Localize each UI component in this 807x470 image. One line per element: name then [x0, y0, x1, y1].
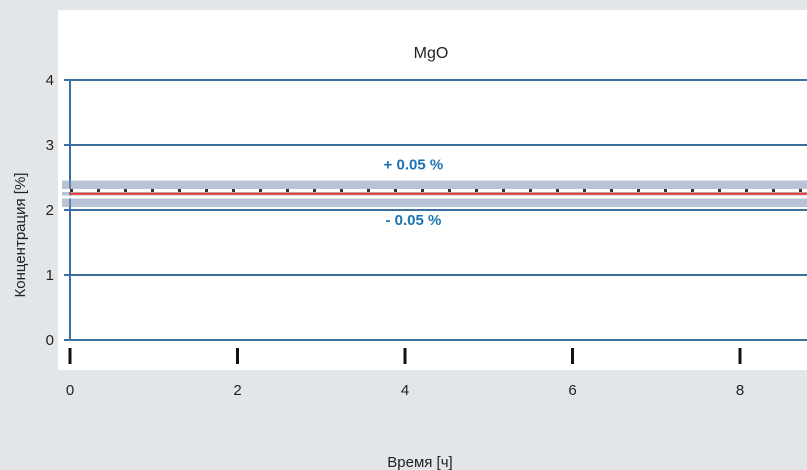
- y-tick-label: 3: [46, 137, 54, 154]
- x-axis-title: Время [ч]: [387, 454, 452, 470]
- y-tick-label: 1: [46, 267, 54, 284]
- x-tick-label: 2: [233, 382, 241, 399]
- annotation-layer: + 0.05 % - 0.05 %: [384, 157, 444, 229]
- y-tick-label: 4: [46, 72, 54, 89]
- x-tick-label: 4: [401, 382, 409, 399]
- x-tick-label: 8: [736, 382, 744, 399]
- x-tick-label: 6: [568, 382, 576, 399]
- y-tick-label: 2: [46, 202, 54, 219]
- x-tick-label: 0: [66, 382, 74, 399]
- series-layer: [70, 189, 807, 195]
- tolerance-annotation: - 0.05 %: [385, 212, 441, 229]
- y-tick-label: 0: [46, 332, 54, 349]
- grid-layer: [64, 79, 807, 341]
- tolerance-annotation: + 0.05 %: [384, 157, 444, 174]
- y-axis-title: Концентрация [%]: [12, 173, 29, 298]
- tick-layer: 0 1 2 3 4 0 2 4 6 8: [46, 72, 745, 399]
- chart-title: MgO: [414, 45, 449, 62]
